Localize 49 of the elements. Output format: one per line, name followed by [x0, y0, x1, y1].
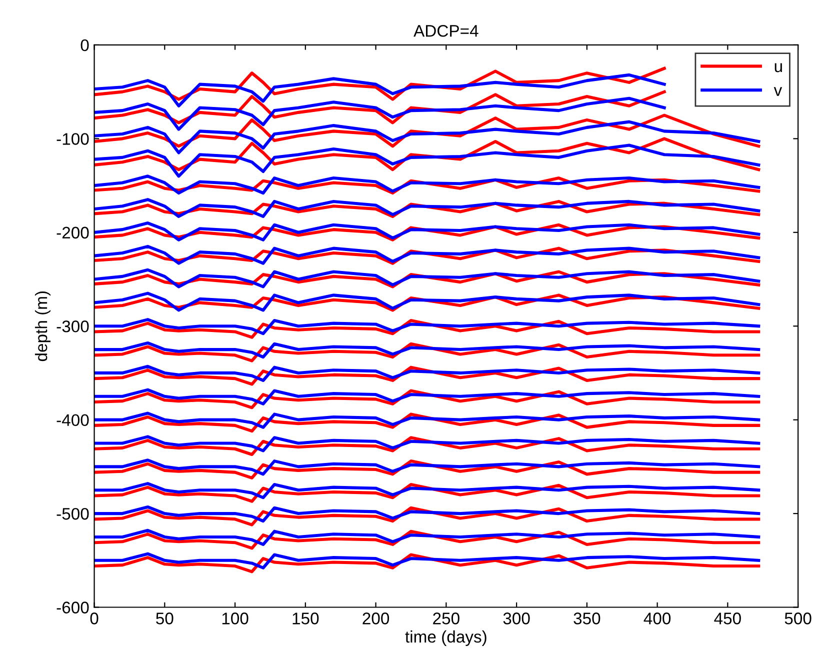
line-series — [94, 528, 760, 546]
line-series — [94, 552, 760, 570]
line-series — [94, 436, 760, 456]
line-series — [94, 460, 760, 480]
x-tick-label: 200 — [362, 612, 390, 624]
line-series — [94, 553, 760, 574]
x-tick-label: 150 — [292, 612, 319, 624]
chart-title: ADCP=4 — [414, 24, 478, 37]
y-tick-label: -500 — [56, 508, 89, 520]
y-tick-label: -300 — [56, 320, 89, 332]
y-tick-label: 0 — [80, 39, 89, 52]
line-series — [94, 506, 760, 526]
line-series — [94, 366, 760, 386]
x-axis-title: time (days) — [405, 630, 486, 646]
line-series — [94, 435, 760, 452]
line-series — [94, 318, 760, 336]
x-tick-label: 300 — [503, 612, 530, 624]
y-tick-label: -400 — [56, 414, 89, 426]
y-axis-title: depth (m) — [34, 291, 51, 362]
y-tick-label: -200 — [56, 226, 89, 239]
x-tick-label: 350 — [574, 612, 600, 624]
line-series — [94, 341, 760, 359]
line-series — [94, 144, 760, 178]
legend-label: v — [774, 87, 782, 96]
line-series — [94, 318, 760, 339]
x-tick-label: 250 — [433, 612, 460, 624]
line-series — [94, 505, 760, 523]
line-series — [94, 96, 666, 131]
x-tick-label: 500 — [784, 612, 812, 624]
line-series — [94, 73, 666, 108]
legend-label: u — [774, 63, 782, 72]
line-series — [94, 342, 760, 362]
y-tick-label: -600 — [56, 602, 89, 614]
line-series — [94, 482, 760, 503]
line-series — [94, 388, 760, 406]
x-tick-label: 400 — [644, 612, 671, 624]
x-tick-label: 100 — [222, 612, 248, 624]
line-series — [94, 482, 760, 500]
x-tick-label: 450 — [714, 612, 741, 624]
line-series — [94, 412, 760, 429]
line-series — [94, 530, 760, 550]
x-tick-label: 50 — [156, 612, 174, 624]
line-series — [94, 458, 760, 476]
line-series — [94, 389, 760, 410]
y-tick-label: -100 — [56, 133, 89, 145]
line-series — [94, 412, 760, 433]
line-series — [94, 364, 760, 382]
x-tick-label: 0 — [90, 612, 98, 624]
line-series — [94, 120, 760, 154]
